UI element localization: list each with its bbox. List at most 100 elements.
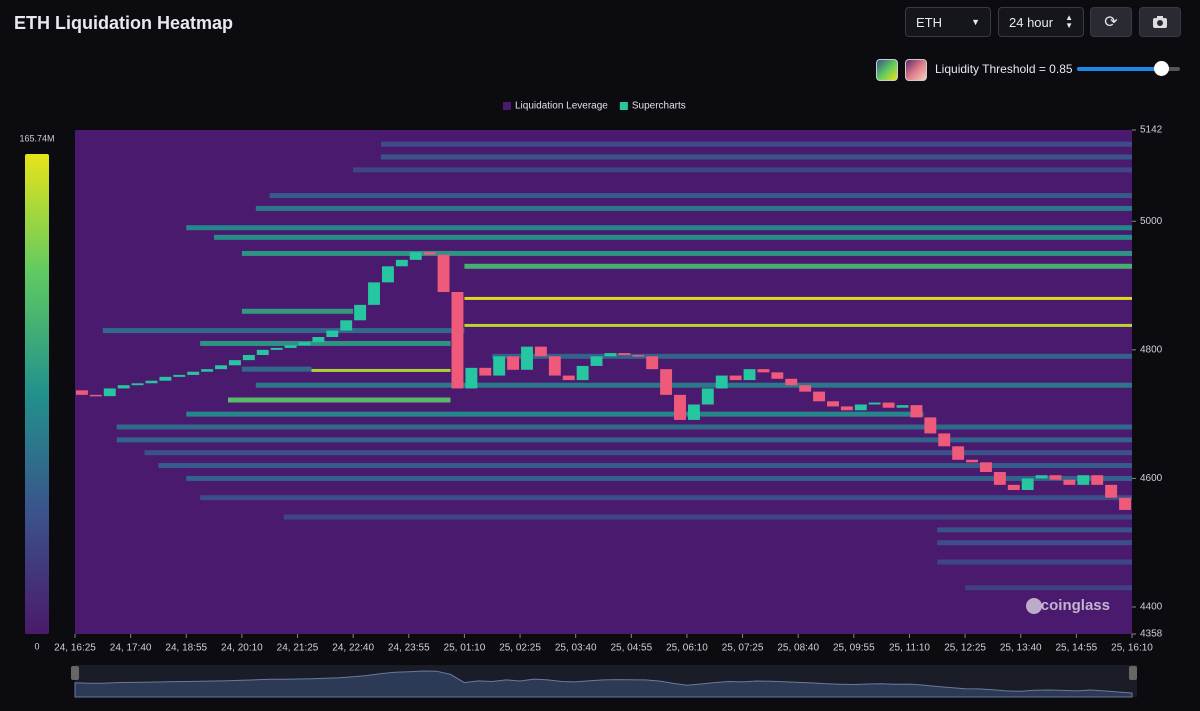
liquidity-band <box>255 382 1133 388</box>
liquidity-band <box>241 308 354 314</box>
liquidity-band <box>255 205 1133 211</box>
liquidity-band <box>380 154 1132 160</box>
legend-swatch <box>503 102 511 110</box>
liquidity-band <box>144 450 1132 456</box>
candle <box>660 369 673 395</box>
candle <box>562 375 575 381</box>
caret: ▲ ▼ <box>1065 13 1073 30</box>
candle <box>1105 484 1118 498</box>
x-tick-label: 24, 17:40 <box>110 643 152 654</box>
liquidity-band <box>283 514 1132 520</box>
candle <box>187 371 200 375</box>
x-tick-label: 24, 18:55 <box>165 643 207 654</box>
x-tick-label: 24, 23:55 <box>388 643 430 654</box>
x-tick-label: 25, 13:40 <box>1000 643 1042 654</box>
candle <box>381 266 394 283</box>
candle <box>451 292 464 389</box>
candle <box>632 355 645 357</box>
candle <box>131 383 144 386</box>
x-tick-label: 25, 09:55 <box>833 643 875 654</box>
liquidity-band <box>269 193 1132 199</box>
legend-swatch <box>619 102 628 110</box>
liquidity-band <box>186 411 924 417</box>
candle <box>646 356 659 370</box>
x-tick-label: 24, 16:25 <box>54 643 96 654</box>
candle <box>1077 475 1090 485</box>
slider-knob[interactable] <box>1154 61 1169 76</box>
y-tick-label: 5142 <box>1140 125 1163 136</box>
candle <box>1035 475 1048 479</box>
candle <box>521 346 533 370</box>
candle <box>479 367 492 376</box>
candle <box>340 320 353 331</box>
candle <box>284 345 297 348</box>
palette-pink[interactable] <box>905 59 927 81</box>
candle <box>868 402 881 405</box>
x-tick-label: 24, 20:10 <box>221 643 263 654</box>
candle <box>103 388 116 397</box>
x-tick-label: 24, 21:25 <box>277 643 319 654</box>
candle <box>1119 497 1131 510</box>
candle <box>312 337 325 343</box>
candle <box>548 356 561 376</box>
candle <box>715 375 728 389</box>
candle <box>173 374 186 377</box>
x-tick-label: 25, 14:55 <box>1056 643 1098 654</box>
colorbar-label: 0 <box>34 641 39 651</box>
candle <box>757 369 770 373</box>
candle <box>743 369 756 381</box>
y-tick-label: 4800 <box>1140 344 1163 355</box>
range-value: 24 hour <box>1009 14 1054 30</box>
liquidity-band <box>116 437 1132 443</box>
liquidity-band <box>214 234 1132 240</box>
candle <box>465 367 478 389</box>
candle <box>145 380 158 384</box>
liquidity-band <box>186 225 1132 231</box>
snapshot-button[interactable] <box>1139 7 1181 37</box>
liquidity-band <box>200 495 1133 501</box>
liquidity-band <box>353 167 1132 173</box>
candle <box>507 356 520 370</box>
candle <box>228 360 241 366</box>
palette-green[interactable] <box>876 59 898 81</box>
liquidity-band <box>241 250 1133 256</box>
candle <box>827 401 839 407</box>
candle <box>701 388 714 405</box>
liquidity-band <box>158 463 1132 469</box>
liquidity-band <box>186 475 1132 481</box>
candle <box>215 365 227 370</box>
y-tick-label: 4400 <box>1140 602 1163 613</box>
candle <box>924 417 937 434</box>
liquidity-band <box>937 527 1132 533</box>
symbol-value: ETH <box>916 14 942 30</box>
x-tick-label: 25, 16:10 <box>1111 643 1153 654</box>
liquidity-band <box>464 296 1133 300</box>
candle <box>270 347 283 350</box>
liquidity-band <box>200 340 451 346</box>
x-tick-label: 24, 22:40 <box>332 643 374 654</box>
candle <box>201 369 214 372</box>
symbol-select[interactable]: ETH ▼ <box>905 7 991 37</box>
candle <box>840 406 853 411</box>
x-tick-label: 25, 11:10 <box>889 643 930 654</box>
candle <box>966 459 979 463</box>
refresh-button[interactable]: ⟳ <box>1090 7 1132 37</box>
candle <box>1021 478 1034 490</box>
range-select[interactable]: 24 hour ▲ ▼ <box>998 7 1084 37</box>
x-tick-label: 25, 03:40 <box>555 643 597 654</box>
candle <box>159 376 172 381</box>
liquidity-band <box>116 424 1132 430</box>
x-tick-label: 25, 04:55 <box>610 643 652 654</box>
candle <box>854 404 867 411</box>
candle <box>980 462 992 472</box>
threshold-slider[interactable] <box>1077 61 1180 76</box>
candle <box>604 353 617 357</box>
candle <box>674 394 686 420</box>
candle <box>354 304 367 321</box>
page-title: ETH Liquidation Heatmap <box>14 13 234 33</box>
y-tick-label: 4358 <box>1140 629 1163 640</box>
liquidity-band <box>965 585 1132 591</box>
liquidity-band <box>311 368 451 372</box>
candle <box>618 353 631 355</box>
